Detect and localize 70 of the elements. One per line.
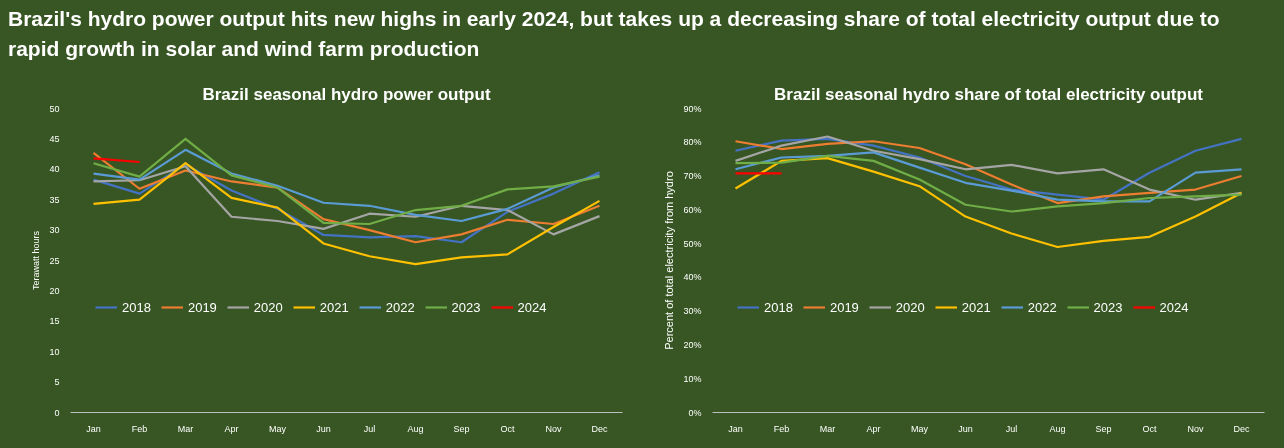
line-series <box>734 151 1243 203</box>
line-series <box>734 154 1243 213</box>
x-tick-label: Nov <box>1187 423 1204 434</box>
y-tick-label: 60% <box>683 204 702 215</box>
y-tick-label: 50 <box>49 103 60 114</box>
y-axis-title: Percent of total electricity from hydro <box>663 171 676 350</box>
y-tick-label: 35 <box>49 194 60 205</box>
x-tick-label: Sep <box>1095 423 1112 434</box>
line-series <box>92 148 601 223</box>
line-series <box>92 137 601 226</box>
x-tick-label: Oct <box>1142 423 1157 434</box>
x-tick-label: Mar <box>819 423 836 434</box>
legend-label: 2018 <box>122 299 151 315</box>
x-tick-label: Aug <box>1049 423 1066 434</box>
legend-label: 2018 <box>764 299 793 315</box>
x-tick-label: Feb <box>773 423 790 434</box>
x-tick-label: Dec <box>591 423 608 434</box>
x-tick-label: Nov <box>545 423 562 434</box>
y-tick-label: 5 <box>54 377 60 388</box>
x-tick-label: Dec <box>1233 423 1250 434</box>
chart-title: Brazil seasonal hydro power output <box>202 84 491 104</box>
y-tick-label: 30 <box>49 225 60 236</box>
y-tick-label: 0 <box>54 407 60 418</box>
legend-label: 2020 <box>895 299 925 315</box>
line-series <box>734 157 1243 249</box>
x-tick-label: Aug <box>407 423 424 434</box>
legend-label: 2022 <box>1027 299 1057 315</box>
line-series <box>92 162 601 266</box>
chart-title: Brazil seasonal hydro share of total electricity output <box>774 84 1204 104</box>
y-tick-label: 80% <box>683 137 702 148</box>
x-tick-label: Apr <box>224 423 239 434</box>
legend-label: 2024 <box>517 299 547 315</box>
x-tick-label: Jan <box>86 423 101 434</box>
y-tick-label: 0% <box>688 407 702 418</box>
y-tick-label: 10 <box>49 346 60 357</box>
x-tick-label: Apr <box>866 423 881 434</box>
y-tick-label: 50% <box>683 238 702 249</box>
y-tick-label: 90% <box>683 103 702 114</box>
y-axis-title: Terawatt hours <box>31 230 42 291</box>
x-tick-label: May <box>911 423 929 434</box>
legend-label: 2023 <box>1093 299 1123 315</box>
legend-label: 2021 <box>319 299 349 315</box>
x-tick-label: Mar <box>177 423 194 434</box>
x-tick-label: Jul <box>1005 423 1018 434</box>
legend-label: 2023 <box>451 299 481 315</box>
x-tick-label: Oct <box>500 423 515 434</box>
legend-label: 2019 <box>829 299 859 315</box>
x-tick-label: Sep <box>453 423 470 434</box>
x-tick-label: Jun <box>316 423 331 434</box>
y-tick-label: 20 <box>49 285 60 296</box>
legend-label: 2021 <box>961 299 991 315</box>
x-tick-label: May <box>269 423 287 434</box>
y-tick-label: 40 <box>49 164 60 175</box>
y-tick-label: 30% <box>683 306 702 317</box>
x-tick-label: Jul <box>363 423 376 434</box>
legend-label: 2022 <box>385 299 415 315</box>
y-tick-label: 45 <box>49 133 60 144</box>
y-tick-label: 40% <box>683 272 702 283</box>
y-tick-label: 10% <box>683 373 702 384</box>
legend-label: 2019 <box>187 299 217 315</box>
y-tick-label: 15 <box>49 316 60 327</box>
x-tick-label: Jan <box>728 423 743 434</box>
x-tick-label: Feb <box>131 423 148 434</box>
y-tick-label: 20% <box>683 339 702 350</box>
y-tick-label: 25 <box>49 255 60 266</box>
legend-label: 2024 <box>1159 299 1189 315</box>
legend-label: 2020 <box>253 299 283 315</box>
y-tick-label: 70% <box>683 171 702 182</box>
x-tick-label: Jun <box>958 423 973 434</box>
text: Brazil's hydro power output hits new highs in early 2024, but takes up a decreasing share of total electricity output due to rapid growth in solar and wind farm production <box>8 6 1221 63</box>
